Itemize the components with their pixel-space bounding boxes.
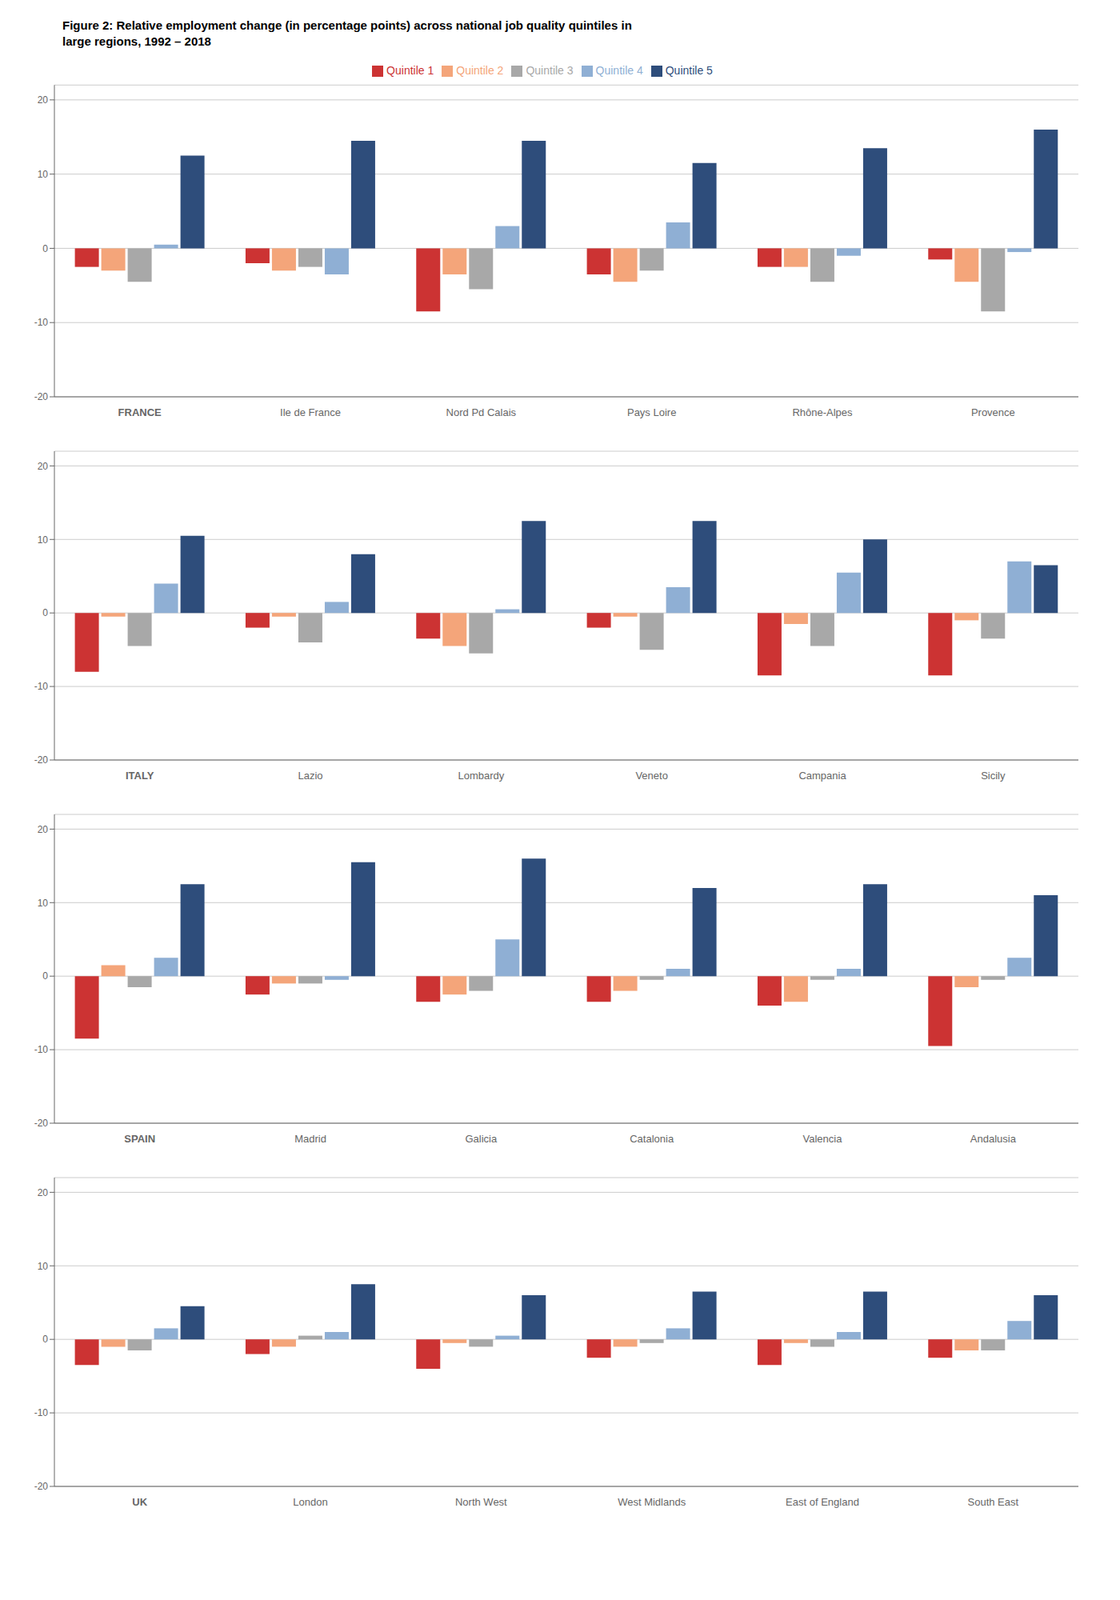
svg-text:Madrid: Madrid: [294, 1132, 327, 1145]
svg-text:-20: -20: [34, 754, 49, 766]
svg-text:South East: South East: [968, 1496, 1020, 1508]
svg-text:-20: -20: [34, 1480, 49, 1492]
svg-text:-20: -20: [34, 1117, 49, 1129]
svg-text:10: 10: [37, 168, 49, 180]
svg-text:West Midlands: West Midlands: [617, 1496, 687, 1508]
svg-text:20: 20: [37, 460, 49, 472]
svg-text:Ile de France: Ile de France: [280, 406, 341, 419]
svg-text:Veneto: Veneto: [635, 769, 668, 782]
svg-text:Pays Loire: Pays Loire: [627, 406, 676, 419]
svg-text:-10: -10: [34, 1407, 49, 1419]
svg-text:East of England: East of England: [785, 1496, 860, 1508]
svg-text:-10: -10: [34, 680, 49, 692]
svg-text:SPAIN: SPAIN: [124, 1132, 156, 1145]
svg-text:Galicia: Galicia: [464, 1132, 498, 1145]
svg-text:Provence: Provence: [971, 406, 1016, 419]
svg-text:Catalonia: Catalonia: [629, 1132, 675, 1145]
svg-text:10: 10: [37, 534, 49, 546]
svg-text:0: 0: [42, 243, 48, 255]
svg-text:0: 0: [42, 1333, 48, 1345]
svg-text:20: 20: [37, 94, 49, 106]
svg-text:Valencia: Valencia: [803, 1132, 844, 1145]
svg-text:North West: North West: [455, 1496, 508, 1508]
svg-text:ITALY: ITALY: [125, 769, 155, 782]
html-text:Quintile 5: Quintile 5: [665, 64, 713, 77]
svg-text:0: 0: [42, 607, 48, 619]
svg-text:Campania: Campania: [798, 769, 847, 782]
html-text:Figure 2: Relative employment: Figure 2: Relative employment change (in…: [62, 18, 632, 32]
svg-text:Lombardy: Lombardy: [457, 769, 504, 782]
html-text:Quintile 1: Quintile 1: [386, 64, 434, 77]
svg-text:-20: -20: [34, 391, 49, 403]
svg-text:-10: -10: [34, 316, 49, 328]
html-text:Quintile 2: Quintile 2: [456, 64, 504, 77]
svg-text:Nord Pd Calais: Nord Pd Calais: [446, 406, 517, 419]
html-text:Quintile 4: Quintile 4: [595, 64, 643, 77]
html-text:Quintile 3: Quintile 3: [525, 64, 574, 77]
html-text:large regions, 1992 – 2018: large regions, 1992 – 2018: [62, 34, 212, 48]
svg-text:London: London: [292, 1496, 328, 1508]
svg-text:UK: UK: [132, 1496, 148, 1508]
svg-text:20: 20: [37, 1187, 49, 1199]
svg-text:Lazio: Lazio: [297, 769, 323, 782]
svg-text:10: 10: [37, 1260, 49, 1272]
svg-text:10: 10: [37, 897, 49, 909]
svg-text:Andalusia: Andalusia: [970, 1132, 1017, 1145]
svg-text:FRANCE: FRANCE: [118, 406, 162, 419]
svg-text:0: 0: [42, 970, 48, 982]
svg-text:-10: -10: [34, 1044, 49, 1056]
svg-text:Sicily: Sicily: [980, 769, 1006, 782]
svg-text:Rhône-Alpes: Rhône-Alpes: [792, 406, 853, 419]
svg-text:20: 20: [37, 824, 49, 836]
